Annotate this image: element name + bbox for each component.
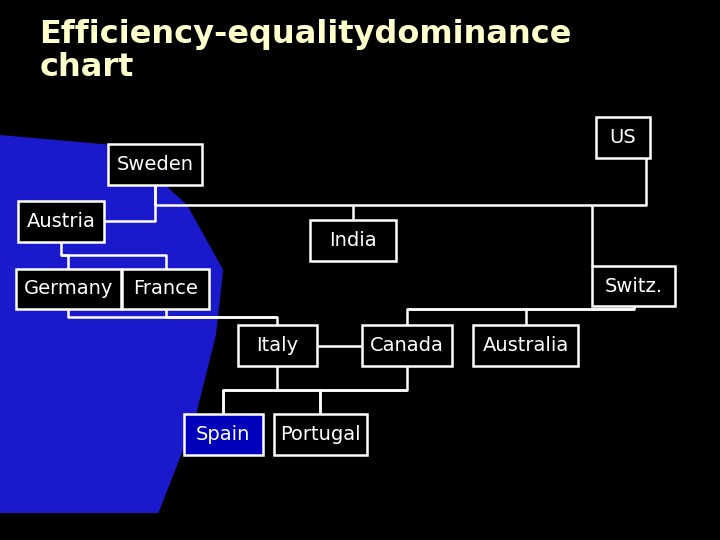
FancyBboxPatch shape (17, 268, 121, 309)
Text: Sweden: Sweden (117, 155, 193, 174)
Text: Italy: Italy (256, 336, 298, 355)
Text: Canada: Canada (370, 336, 444, 355)
FancyBboxPatch shape (108, 145, 202, 185)
FancyBboxPatch shape (474, 325, 577, 366)
Text: Efficiency-equalitydominance
chart: Efficiency-equalitydominance chart (40, 19, 572, 83)
FancyBboxPatch shape (184, 415, 263, 455)
Text: Spain: Spain (196, 425, 251, 444)
Text: Australia: Australia (482, 336, 569, 355)
Polygon shape (0, 135, 223, 513)
FancyBboxPatch shape (18, 201, 104, 241)
FancyBboxPatch shape (593, 266, 675, 306)
FancyBboxPatch shape (274, 415, 367, 455)
Text: France: France (133, 279, 198, 299)
FancyBboxPatch shape (310, 220, 396, 260)
Text: Portugal: Portugal (280, 425, 361, 444)
Text: Germany: Germany (24, 279, 113, 299)
FancyBboxPatch shape (122, 268, 209, 309)
Text: Switz.: Switz. (605, 276, 662, 296)
FancyBboxPatch shape (238, 325, 317, 366)
Text: India: India (329, 231, 377, 250)
Text: Austria: Austria (27, 212, 96, 231)
Text: US: US (609, 128, 636, 147)
FancyBboxPatch shape (361, 325, 452, 366)
FancyBboxPatch shape (596, 117, 649, 158)
